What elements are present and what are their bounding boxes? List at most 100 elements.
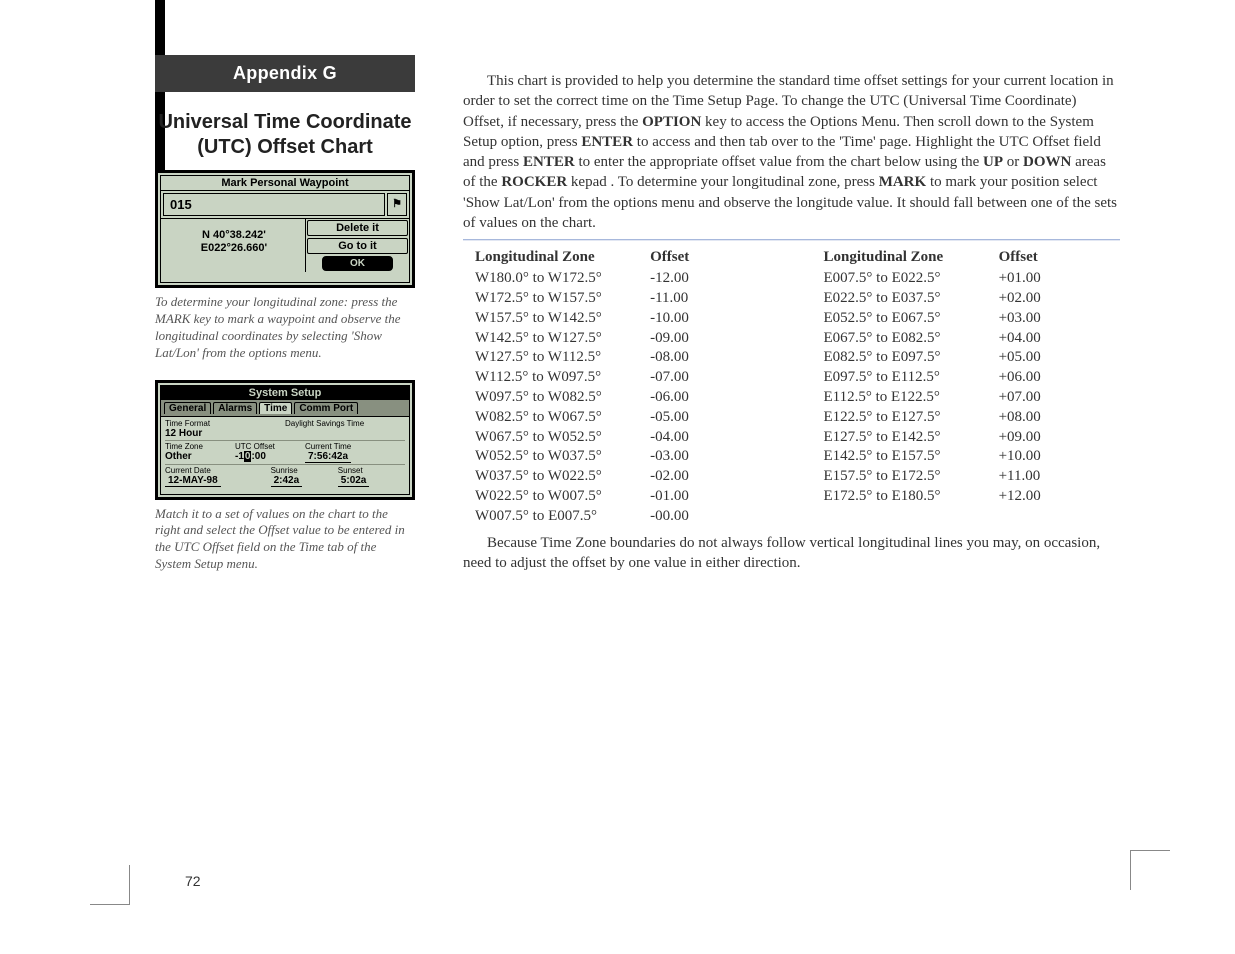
zone-value: E082.5° to E097.5° bbox=[824, 348, 999, 368]
zone-value: W157.5° to W142.5° bbox=[475, 309, 650, 329]
zone-value: E142.5° to E157.5° bbox=[824, 447, 999, 467]
offset-value: +01.00 bbox=[999, 269, 1108, 289]
longitude: E022°26.660' bbox=[201, 242, 267, 254]
utc-offset-value[interactable]: -10:00 bbox=[235, 451, 305, 462]
table-row: W097.5° to W082.5°-06.00 bbox=[475, 388, 760, 408]
offset-value: -04.00 bbox=[650, 428, 759, 448]
offset-value: +06.00 bbox=[999, 368, 1108, 388]
crop-mark-icon bbox=[1130, 850, 1170, 890]
sunset-label: Sunset bbox=[338, 466, 405, 475]
goto-button[interactable]: Go to it bbox=[307, 238, 408, 254]
time-format-label: Time Format bbox=[165, 419, 285, 428]
offset-value: -12.00 bbox=[650, 269, 759, 289]
offset-value: +09.00 bbox=[999, 428, 1108, 448]
offset-value: -06.00 bbox=[650, 388, 759, 408]
waypoint-number: 015 bbox=[163, 193, 385, 216]
table-row: E007.5° to E022.5°+01.00 bbox=[824, 269, 1109, 289]
zone-value: E067.5° to E082.5° bbox=[824, 329, 999, 349]
dst-label: Daylight Savings Time bbox=[285, 419, 405, 428]
tab-alarms[interactable]: Alarms bbox=[213, 402, 257, 414]
current-date-value: 12-MAY-98 bbox=[165, 475, 221, 487]
table-row: E157.5° to E172.5°+11.00 bbox=[824, 467, 1109, 487]
zone-value: W097.5° to W082.5° bbox=[475, 388, 650, 408]
offset-table: Longitudinal Zone Offset W180.0° to W172… bbox=[463, 247, 1120, 527]
tab-general[interactable]: General bbox=[164, 402, 211, 414]
zone-value: E052.5° to E067.5° bbox=[824, 309, 999, 329]
table-left-column: Longitudinal Zone Offset W180.0° to W172… bbox=[475, 247, 760, 527]
appendix-header: Appendix G bbox=[155, 55, 415, 92]
col-header-zone: Longitudinal Zone bbox=[475, 247, 650, 267]
latitude: N 40°38.242' bbox=[202, 229, 266, 241]
offset-value: -02.00 bbox=[650, 467, 759, 487]
table-row: E097.5° to E112.5°+06.00 bbox=[824, 368, 1109, 388]
offset-value: -00.00 bbox=[650, 507, 759, 527]
page-number: 72 bbox=[185, 873, 201, 889]
zone-value: W172.5° to W157.5° bbox=[475, 289, 650, 309]
offset-value: +04.00 bbox=[999, 329, 1108, 349]
title-line-1: Universal Time Coordinate bbox=[158, 111, 411, 133]
table-row: E022.5° to E037.5°+02.00 bbox=[824, 289, 1109, 309]
caption-2: Match it to a set of values on the chart… bbox=[155, 506, 415, 574]
utc-offset-label: UTC Offset bbox=[235, 442, 305, 451]
zone-value: E007.5° to E022.5° bbox=[824, 269, 999, 289]
table-row: E127.5° to E142.5°+09.00 bbox=[824, 428, 1109, 448]
offset-value: -03.00 bbox=[650, 447, 759, 467]
col-header-offset: Offset bbox=[650, 247, 759, 267]
tab-time[interactable]: Time bbox=[259, 402, 292, 414]
coordinates: N 40°38.242' E022°26.660' bbox=[161, 219, 305, 272]
offset-value: +12.00 bbox=[999, 487, 1108, 507]
page-content: Appendix G Universal Time Coordinate (UT… bbox=[155, 55, 1120, 855]
table-row: W180.0° to W172.5°-12.00 bbox=[475, 269, 760, 289]
offset-value: +05.00 bbox=[999, 348, 1108, 368]
zone-value: W112.5° to W097.5° bbox=[475, 368, 650, 388]
offset-value: -01.00 bbox=[650, 487, 759, 507]
col-header-zone: Longitudinal Zone bbox=[824, 247, 999, 267]
table-row: E172.5° to E180.5°+12.00 bbox=[824, 487, 1109, 507]
tab-comm-port[interactable]: Comm Port bbox=[294, 402, 358, 414]
table-row: W067.5° to W052.5°-04.00 bbox=[475, 428, 760, 448]
offset-value: -09.00 bbox=[650, 329, 759, 349]
table-row: W037.5° to W022.5°-02.00 bbox=[475, 467, 760, 487]
zone-value: E022.5° to E037.5° bbox=[824, 289, 999, 309]
sidebar: Appendix G Universal Time Coordinate (UT… bbox=[155, 55, 415, 855]
zone-value: E127.5° to E142.5° bbox=[824, 428, 999, 448]
current-time-value: 7:56:42a bbox=[305, 451, 351, 463]
device-screenshot-waypoint: Mark Personal Waypoint 015 ⚑ N 40°38.242… bbox=[155, 170, 415, 288]
title-line-2: (UTC) Offset Chart bbox=[197, 136, 373, 158]
offset-value: +10.00 bbox=[999, 447, 1108, 467]
section-title: Universal Time Coordinate (UTC) Offset C… bbox=[155, 110, 415, 160]
ok-button[interactable]: OK bbox=[322, 256, 393, 271]
flag-icon: ⚑ bbox=[387, 193, 407, 216]
table-row: E112.5° to E122.5°+07.00 bbox=[824, 388, 1109, 408]
table-row: W022.5° to W007.5°-01.00 bbox=[475, 487, 760, 507]
table-row: W112.5° to W097.5°-07.00 bbox=[475, 368, 760, 388]
device-screenshot-system-setup: System Setup General Alarms Time Comm Po… bbox=[155, 380, 415, 500]
timezone-value: Other bbox=[165, 451, 235, 462]
offset-value: +08.00 bbox=[999, 408, 1108, 428]
zone-value: W052.5° to W037.5° bbox=[475, 447, 650, 467]
delete-button[interactable]: Delete it bbox=[307, 220, 408, 236]
offset-value: +02.00 bbox=[999, 289, 1108, 309]
table-right-column: Longitudinal Zone Offset E007.5° to E022… bbox=[824, 247, 1109, 527]
table-row: W007.5° to E007.5°-00.00 bbox=[475, 507, 760, 527]
zone-value: E112.5° to E122.5° bbox=[824, 388, 999, 408]
table-row: W172.5° to W157.5°-11.00 bbox=[475, 289, 760, 309]
table-row: E122.5° to E127.5°+08.00 bbox=[824, 408, 1109, 428]
main-content: This chart is provided to help you deter… bbox=[463, 55, 1120, 855]
timezone-label: Time Zone bbox=[165, 442, 235, 451]
zone-value: E172.5° to E180.5° bbox=[824, 487, 999, 507]
zone-value: W127.5° to W112.5° bbox=[475, 348, 650, 368]
zone-value: W082.5° to W067.5° bbox=[475, 408, 650, 428]
zone-value: W007.5° to E007.5° bbox=[475, 507, 650, 527]
screen-title: Mark Personal Waypoint bbox=[161, 176, 409, 191]
screen-title: System Setup bbox=[161, 386, 409, 400]
tab-bar: General Alarms Time Comm Port bbox=[161, 400, 409, 416]
current-date-label: Current Date bbox=[165, 466, 271, 475]
table-row: W127.5° to W112.5°-08.00 bbox=[475, 348, 760, 368]
sunrise-value: 2:42a bbox=[271, 475, 303, 487]
offset-value: -05.00 bbox=[650, 408, 759, 428]
offset-value: -10.00 bbox=[650, 309, 759, 329]
zone-value: W180.0° to W172.5° bbox=[475, 269, 650, 289]
offset-value: +11.00 bbox=[999, 467, 1108, 487]
sunrise-label: Sunrise bbox=[271, 466, 338, 475]
